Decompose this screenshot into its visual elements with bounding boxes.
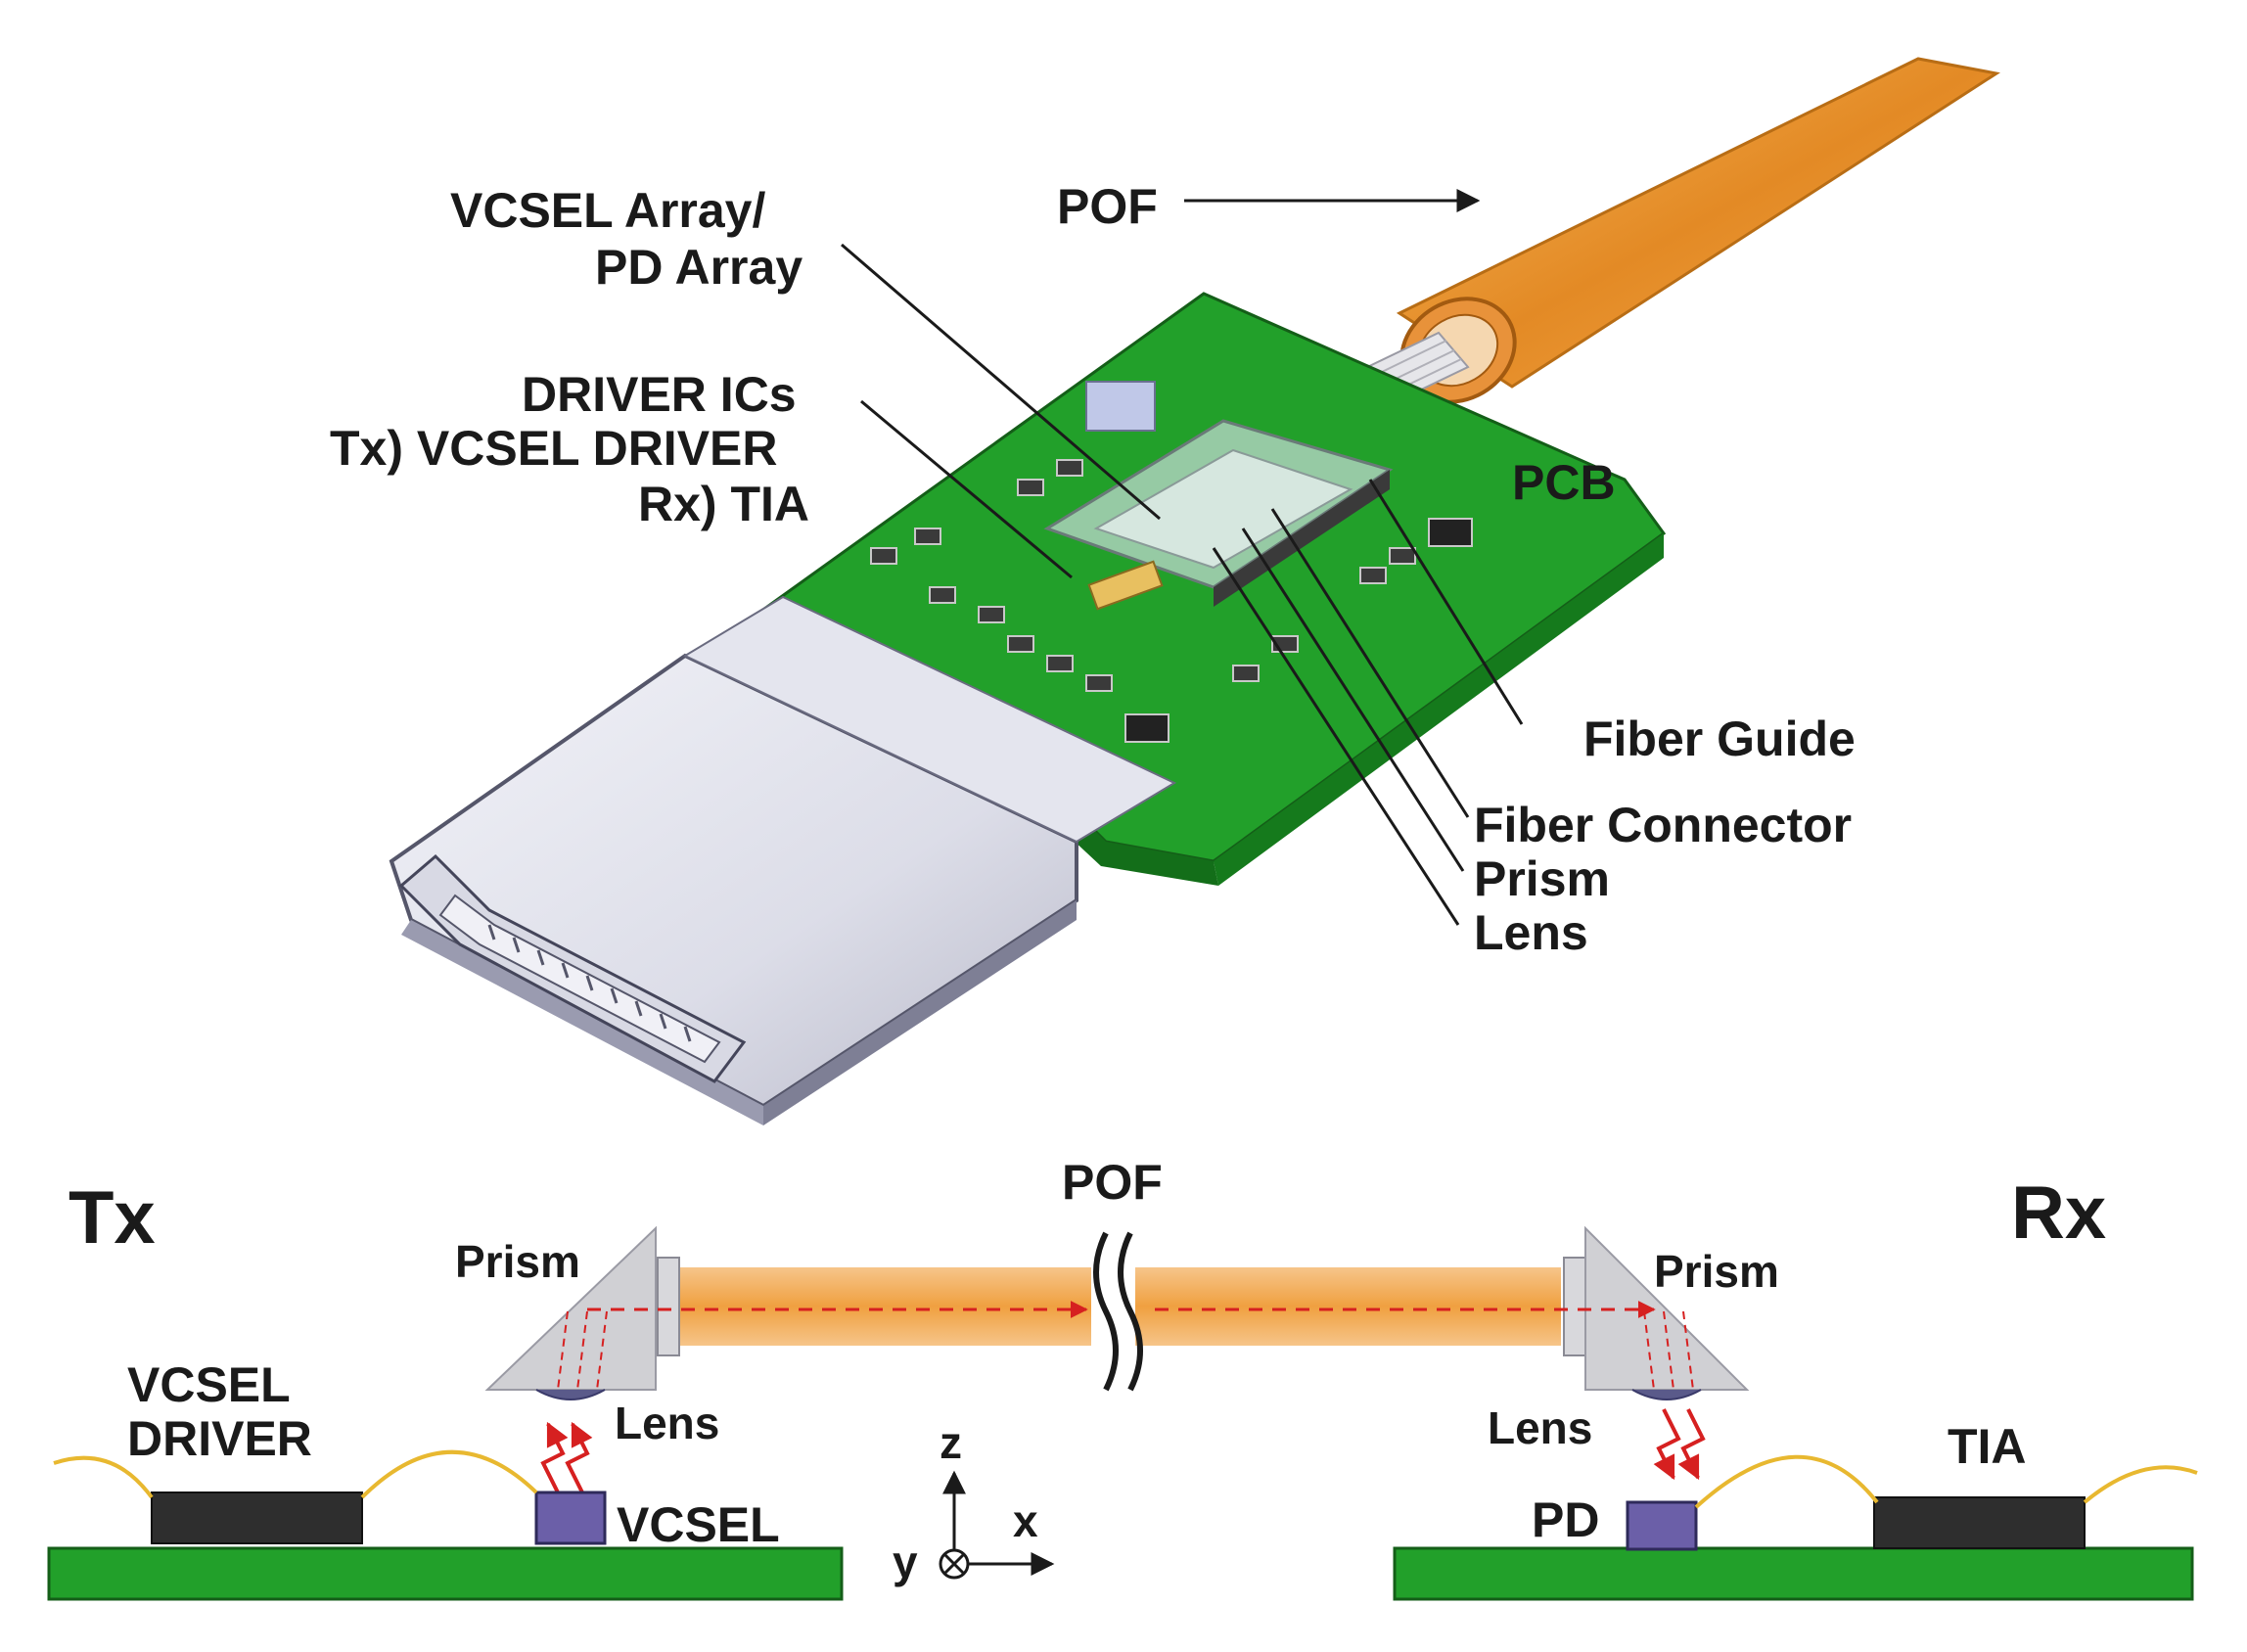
vcsel-leader (841, 243, 1161, 521)
tia-chip (1873, 1496, 2086, 1549)
label-vcsel: VCSEL (617, 1497, 780, 1552)
label-vcsel-driver-2: DRIVER (127, 1411, 312, 1466)
fiber-break-right (1118, 1231, 1143, 1392)
connector-pins (487, 924, 692, 1042)
label-driver-ics: DRIVER ICs (522, 367, 797, 422)
label-lens-left: Lens (615, 1398, 719, 1448)
label-lens-top: Lens (1474, 905, 1588, 960)
optical-block (1043, 419, 1394, 611)
pof-cable (1396, 57, 2000, 404)
label-axis-y: y (893, 1537, 918, 1587)
fiber-guide-leader (1368, 479, 1524, 725)
label-tx-vcsel-driver: Tx) VCSEL DRIVER (330, 421, 778, 476)
label-pof-bottom: POF (1062, 1155, 1163, 1210)
label-fiber-connector: Fiber Connector (1474, 798, 1852, 852)
smd-components (870, 459, 1473, 743)
label-tx: Tx (69, 1176, 156, 1260)
label-pd-array: PD Array (595, 240, 802, 295)
driver-ic (1087, 560, 1164, 611)
label-tia: TIA (1948, 1419, 2027, 1474)
label-pd: PD (1532, 1492, 1599, 1547)
rx-optics (1155, 1225, 1750, 1481)
label-pcb: PCB (1512, 455, 1616, 510)
lens-leader (1212, 547, 1460, 926)
bond-wires (53, 1449, 2198, 1509)
fiber-connector-leader (1270, 508, 1470, 818)
vcsel-chip (534, 1491, 607, 1545)
label-prism-left: Prism (455, 1236, 580, 1287)
label-vcsel-driver-1: VCSEL (127, 1357, 291, 1412)
prism-leader (1241, 528, 1465, 872)
label-prism-right: Prism (1654, 1246, 1779, 1297)
label-axis-z: z (940, 1417, 962, 1468)
label-fiber-guide: Fiber Guide (1583, 711, 1856, 766)
leader-lines (841, 189, 1524, 926)
cross-section-schematic: Tx Rx POF Prism Prism Lens Lens VCSEL DR… (47, 1155, 2198, 1601)
fiber-break-left (1093, 1231, 1119, 1392)
label-vcsel-array: VCSEL Array/ (450, 183, 765, 238)
label-pof-top: POF (1057, 179, 1158, 234)
module-3d-illustration: POF VCSEL Array/ PD Array DRIVER ICs Tx)… (330, 57, 2000, 1125)
pof-fiber (675, 1231, 1561, 1392)
driver-leader (860, 399, 1073, 579)
label-rx: Rx (2011, 1171, 2106, 1255)
tx-optics (484, 1225, 1088, 1493)
hdmi-connector-shell (389, 595, 1177, 1125)
label-prism-top: Prism (1474, 851, 1610, 906)
vcsel-driver-chip (151, 1491, 363, 1544)
tx-pcb (47, 1546, 844, 1601)
label-rx-tia: Rx) TIA (638, 477, 809, 531)
pd-chip (1626, 1500, 1698, 1551)
label-lens-right: Lens (1488, 1402, 1592, 1453)
rx-lens (1631, 1389, 1702, 1400)
axis-indicator (939, 1470, 1055, 1580)
tx-lens (535, 1389, 606, 1400)
label-axis-x: x (1013, 1495, 1038, 1546)
crystal-component (1085, 381, 1156, 432)
rx-pcb (1393, 1546, 2194, 1601)
